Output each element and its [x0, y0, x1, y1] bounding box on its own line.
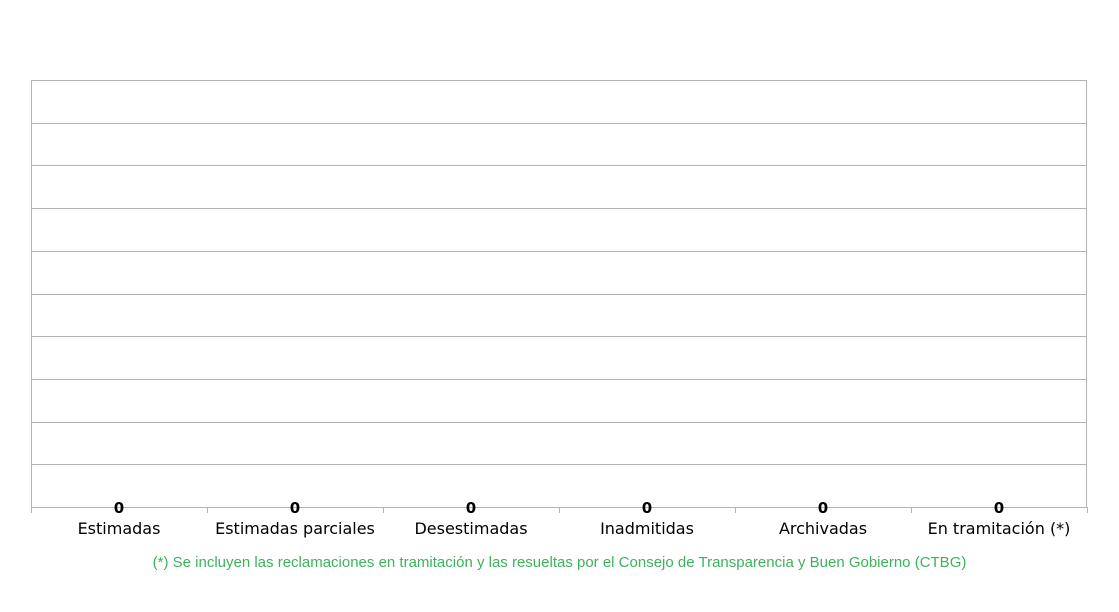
data-label: 0	[466, 499, 476, 517]
data-label: 0	[994, 499, 1004, 517]
data-label: 0	[114, 499, 124, 517]
x-tick-label: En tramitación (*)	[928, 519, 1071, 538]
x-tick-label: Desestimadas	[414, 519, 527, 538]
x-tick-label: Archivadas	[779, 519, 867, 538]
chart-footnote: (*) Se incluyen las reclamaciones en tra…	[152, 554, 967, 571]
data-label: 0	[818, 499, 828, 517]
x-tick-label: Estimadas parciales	[215, 519, 375, 538]
x-tick-label: Inadmitidas	[600, 519, 694, 538]
data-label: 0	[290, 499, 300, 517]
data-label: 0	[642, 499, 652, 517]
x-tick-label: Estimadas	[78, 519, 161, 538]
